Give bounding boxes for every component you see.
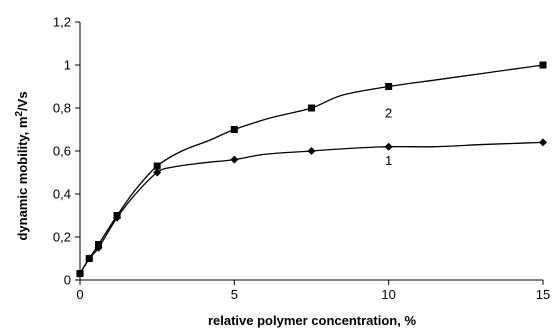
y-axis-title: dynamic mobility, m2/Vs	[14, 91, 30, 240]
y-tick-label: 0,4	[53, 187, 71, 202]
series-1-point	[539, 138, 547, 147]
series-2-point	[76, 270, 84, 278]
series-1-line	[79, 141, 544, 274]
series-1-point	[230, 155, 239, 164]
series-2-point	[113, 212, 121, 219]
series-1-point	[384, 142, 393, 151]
y-axis-title-unit: /Vs	[15, 91, 30, 111]
series-1-label: 1	[385, 153, 392, 168]
y-ticks: 0 0,2 0,4 0,6 0,8 1 1,2	[53, 15, 80, 288]
series-2-point	[539, 61, 547, 69]
y-tick-label: 1,2	[53, 15, 71, 30]
y-tick-label: 0	[64, 273, 71, 288]
series-2-point	[230, 126, 238, 133]
series-1-point	[307, 147, 316, 155]
series-2-point	[308, 104, 315, 112]
x-tick-label: 5	[231, 287, 238, 302]
series-2: 2	[76, 61, 547, 278]
x-tick-label: 15	[536, 287, 550, 302]
y-tick-label: 0,8	[53, 101, 71, 116]
y-axis-title-main: dynamic mobility, m	[15, 117, 30, 241]
series-layer: 12	[76, 61, 547, 278]
y-axis-title-superscript: 2	[14, 111, 25, 117]
y-tick-label: 0,6	[53, 144, 71, 159]
series-1-point	[153, 168, 162, 177]
series-2-point	[85, 255, 93, 262]
series-2-point	[95, 241, 103, 249]
y-tick-label: 0,2	[53, 230, 71, 245]
series-2-point	[153, 162, 161, 170]
x-axis-title: relative polymer concentration, %	[208, 313, 417, 328]
series-2-label: 2	[385, 106, 392, 121]
series-2-line	[79, 64, 544, 274]
x-ticks: 0 5 10 15	[76, 280, 550, 302]
series-1: 1	[76, 138, 547, 278]
x-tick-label: 0	[76, 287, 83, 302]
x-tick-label: 10	[381, 287, 395, 302]
series-2-point	[385, 83, 393, 90]
y-tick-label: 1	[64, 58, 71, 73]
